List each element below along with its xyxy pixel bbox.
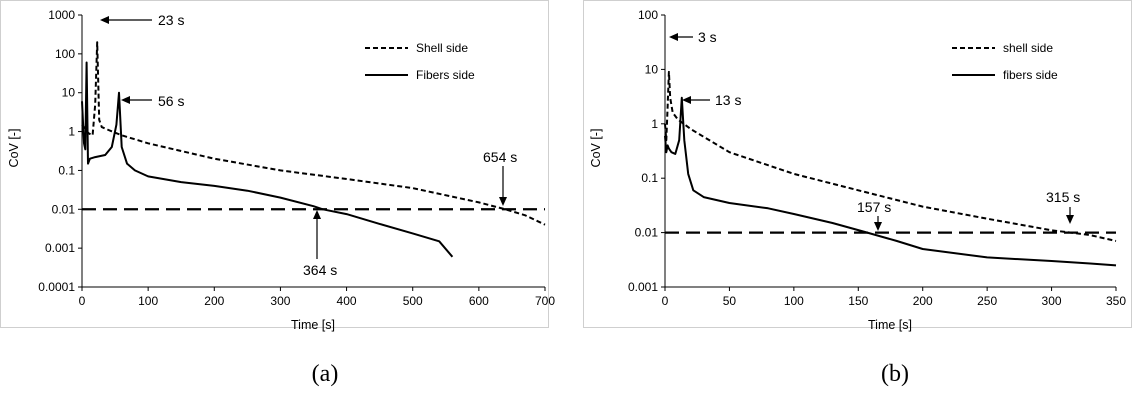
annotation-157s: 157 s <box>857 199 891 231</box>
plot-frame-b <box>583 0 1132 328</box>
svg-text:654 s: 654 s <box>483 149 517 165</box>
annotation-23s: 23 s <box>100 12 184 28</box>
y-tick-label: 1000 <box>48 8 75 22</box>
series-group-b <box>664 70 1117 267</box>
svg-text:315 s: 315 s <box>1046 189 1080 205</box>
y-tick-label: 0.001 <box>628 280 658 294</box>
axes-a <box>78 14 546 291</box>
x-axis-label-b: Time [s] <box>868 318 912 332</box>
y-tick-label: 1 <box>68 125 75 139</box>
legend-label-fibers-b: fibers side <box>1003 68 1058 82</box>
annotation-13s: 13 s <box>682 92 741 108</box>
legend-label-shell-a: Shell side <box>416 41 468 55</box>
x-tick-label: 0 <box>662 294 669 308</box>
annotation-654s: 654 s <box>483 149 517 206</box>
series-group-a <box>81 41 546 258</box>
y-tick-label: 0.0001 <box>38 280 75 294</box>
caption-b: (b) <box>881 361 909 387</box>
y-tick-label: 1 <box>651 117 658 131</box>
y-axis-label-b: CoV [-] <box>589 129 603 168</box>
annotations-a: 23 s 56 s 654 s 364 s <box>100 12 517 278</box>
svg-text:13 s: 13 s <box>715 92 741 108</box>
y-tick-label: 0.1 <box>641 171 658 185</box>
legend-label-shell-b: shell side <box>1003 41 1053 55</box>
x-tick-label: 100 <box>138 294 158 308</box>
tick-labels-b: 0.001 0.01 0.1 1 10 100 0 50 100 150 200 250 300 350 <box>628 8 1126 308</box>
y-tick-label: 0.001 <box>45 241 75 255</box>
legend-label-fibers-a: Fibers side <box>416 68 475 82</box>
svg-text:3 s: 3 s <box>698 29 717 45</box>
y-tick-label: 0.01 <box>635 226 659 240</box>
y-axis-label-a: CoV [-] <box>7 129 21 168</box>
svg-text:23 s: 23 s <box>158 12 184 28</box>
x-tick-label: 300 <box>270 294 290 308</box>
y-tick-label: 10 <box>62 86 76 100</box>
svg-text:56 s: 56 s <box>158 93 184 109</box>
y-tick-label: 0.1 <box>58 163 75 177</box>
y-tick-label: 0.01 <box>52 202 76 216</box>
x-tick-label: 400 <box>337 294 357 308</box>
x-tick-label: 200 <box>913 294 933 308</box>
x-tick-label: 100 <box>784 294 804 308</box>
y-tick-label: 10 <box>645 62 659 76</box>
series-line-shell-b <box>664 70 1117 242</box>
annotations-b: 3 s 13 s 157 s 315 s <box>669 29 1080 231</box>
series-line-fibers-b <box>664 96 1117 267</box>
tick-labels-a: 0.0001 0.001 0.01 0.1 1 10 100 1000 0 100 200 300 40… <box>38 8 555 308</box>
x-tick-label: 350 <box>1106 294 1126 308</box>
series-line-fibers-a <box>81 61 454 258</box>
legend-a: Shell side Fibers side <box>365 41 475 82</box>
x-tick-label: 250 <box>977 294 997 308</box>
x-tick-label: 300 <box>1042 294 1062 308</box>
x-tick-label: 50 <box>723 294 737 308</box>
plot-frame-a <box>0 0 549 328</box>
annotation-3s: 3 s <box>669 29 717 45</box>
series-line-shell-a <box>81 41 546 226</box>
svg-text:364 s: 364 s <box>303 262 337 278</box>
x-tick-label: 150 <box>848 294 868 308</box>
x-tick-label: 500 <box>403 294 423 308</box>
annotation-315s: 315 s <box>1046 189 1080 224</box>
y-tick-label: 100 <box>55 47 75 61</box>
x-tick-label: 600 <box>469 294 489 308</box>
panel-a: 0.0001 0.001 0.01 0.1 1 10 100 1000 0 100 200 300 40… <box>0 0 555 332</box>
x-tick-label: 200 <box>204 294 224 308</box>
axes-b <box>661 14 1117 291</box>
legend-b: shell side fibers side <box>952 41 1058 82</box>
caption-a: (a) <box>312 361 339 387</box>
x-tick-label: 700 <box>535 294 555 308</box>
annotation-364s: 364 s <box>303 210 337 278</box>
x-tick-label: 0 <box>79 294 86 308</box>
x-axis-label-a: Time [s] <box>291 318 335 332</box>
svg-text:157 s: 157 s <box>857 199 891 215</box>
annotation-56s: 56 s <box>121 93 184 109</box>
y-tick-label: 100 <box>638 8 658 22</box>
